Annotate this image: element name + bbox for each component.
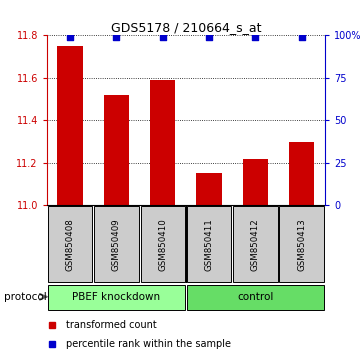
Bar [289,142,314,205]
Point [206,34,212,40]
Title: GDS5178 / 210664_s_at: GDS5178 / 210664_s_at [111,21,261,34]
Point [160,34,166,40]
Bar [94,206,139,282]
Text: transformed count: transformed count [66,320,157,330]
Bar [243,159,268,205]
Text: percentile rank within the sample: percentile rank within the sample [66,339,231,349]
Text: GSM850408: GSM850408 [66,218,75,271]
Bar [196,173,222,205]
Bar [187,285,324,310]
Text: GSM850412: GSM850412 [251,218,260,271]
Bar [48,285,185,310]
Text: PBEF knockdown: PBEF knockdown [72,292,161,302]
Text: GSM850409: GSM850409 [112,218,121,270]
Text: GSM850410: GSM850410 [158,218,167,271]
Text: protocol: protocol [4,292,46,302]
Point [299,34,305,40]
Bar [187,206,231,282]
Text: GSM850413: GSM850413 [297,218,306,271]
Point [253,34,258,40]
Point [113,34,119,40]
Bar [48,206,92,282]
Bar [150,80,175,205]
Bar [140,206,185,282]
Bar [279,206,324,282]
Text: control: control [237,292,274,302]
Text: GSM850411: GSM850411 [205,218,214,271]
Bar [57,46,83,205]
Point [67,34,73,40]
Bar [104,95,129,205]
Bar [233,206,278,282]
